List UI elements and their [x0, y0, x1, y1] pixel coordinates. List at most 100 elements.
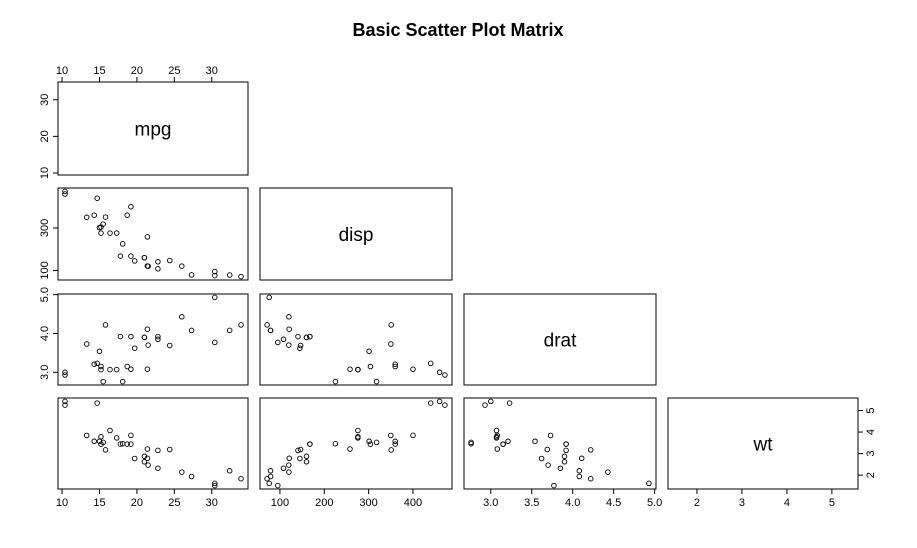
point-wt-vs-disp-16 — [427, 400, 434, 406]
point-wt-vs-mpg-30 — [96, 438, 103, 445]
point-drat-vs-disp-30 — [366, 348, 372, 355]
point-disp-vs-mpg-9 — [128, 253, 134, 259]
point-drat-vs-disp-26 — [286, 314, 292, 320]
point-drat-vs-disp-4 — [392, 363, 398, 370]
point-wt-vs-mpg-31 — [144, 455, 151, 462]
drat-bottom-tick-label-0: 3.0 — [483, 497, 498, 509]
point-wt-vs-drat-10 — [563, 441, 569, 447]
mpg-bottom-tick-label-1: 15 — [93, 497, 105, 509]
point-wt-vs-drat-29 — [538, 455, 545, 462]
point-drat-vs-disp-2 — [280, 336, 287, 343]
point-wt-vs-drat-3 — [494, 446, 501, 452]
point-wt-vs-drat-20 — [545, 462, 551, 468]
panel-drat-vs-drat — [463, 293, 657, 386]
point-disp-vs-mpg-31 — [144, 263, 151, 269]
panel-disp-vs-disp — [259, 187, 453, 281]
panel-wt-vs-drat — [463, 397, 657, 490]
point-drat-vs-mpg-26 — [179, 314, 185, 320]
point-wt-vs-disp-6 — [392, 438, 398, 445]
point-wt-vs-mpg-23 — [83, 432, 90, 439]
point-wt-vs-disp-2 — [280, 465, 287, 471]
point-drat-vs-mpg-11 — [107, 366, 113, 373]
point-wt-vs-mpg-12 — [113, 435, 120, 441]
point-drat-vs-mpg-9 — [128, 333, 134, 340]
point-wt-vs-drat-28 — [587, 447, 594, 453]
point-drat-vs-mpg-21 — [100, 378, 106, 385]
point-wt-vs-drat-6 — [505, 438, 511, 445]
point-wt-vs-drat-0 — [561, 459, 568, 465]
point-wt-vs-drat-19 — [587, 475, 594, 482]
point-wt-vs-disp-26 — [286, 469, 292, 475]
point-wt-vs-disp-17 — [267, 468, 274, 474]
point-wt-vs-disp-20 — [286, 462, 292, 468]
point-wt-vs-disp-11 — [355, 427, 361, 434]
point-disp-vs-mpg-7 — [167, 257, 173, 264]
point-drat-vs-mpg-7 — [167, 342, 173, 349]
point-drat-vs-mpg-28 — [102, 322, 109, 328]
point-wt-vs-drat-7 — [544, 446, 551, 453]
point-wt-vs-drat-2 — [557, 465, 564, 471]
mpg-left-tick-label-0: 10 — [39, 167, 51, 179]
point-wt-vs-drat-15 — [488, 398, 494, 405]
point-wt-vs-drat-14 — [482, 402, 488, 408]
point-wt-vs-drat-18 — [646, 480, 652, 487]
point-drat-vs-disp-22 — [367, 363, 374, 370]
point-drat-vs-disp-27 — [275, 339, 281, 346]
panel-drat-vs-mpg — [57, 293, 249, 386]
point-drat-vs-mpg-18 — [212, 294, 218, 301]
point-wt-vs-drat-11 — [493, 427, 500, 434]
point-drat-vs-disp-20 — [286, 342, 292, 348]
point-wt-vs-disp-18 — [266, 480, 272, 487]
point-drat-vs-mpg-23 — [83, 341, 90, 347]
point-wt-vs-disp-27 — [275, 482, 281, 489]
point-drat-vs-disp-28 — [388, 322, 394, 328]
point-wt-vs-mpg-3 — [144, 446, 151, 452]
point-drat-vs-mpg-25 — [188, 327, 195, 334]
disp-bottom-tick-label-2: 300 — [359, 497, 377, 509]
point-drat-vs-mpg-19 — [238, 322, 244, 328]
point-drat-vs-disp-21 — [373, 378, 380, 385]
point-wt-vs-disp-0 — [303, 459, 310, 465]
point-disp-vs-mpg-26 — [179, 263, 185, 269]
point-drat-vs-disp-16 — [427, 360, 434, 367]
mpg-top-tick-label-3: 25 — [168, 65, 180, 77]
point-wt-vs-mpg-16 — [94, 400, 100, 406]
point-disp-vs-mpg-19 — [238, 273, 244, 280]
point-drat-vs-disp-24 — [410, 366, 416, 372]
point-wt-vs-mpg-29 — [131, 455, 138, 462]
point-disp-vs-mpg-25 — [188, 272, 195, 278]
mpg-bottom-tick-label-0: 10 — [56, 497, 68, 509]
point-wt-vs-disp-13 — [355, 434, 361, 440]
point-disp-vs-mpg-30 — [96, 224, 103, 231]
point-wt-vs-mpg-5 — [119, 440, 126, 447]
point-drat-vs-mpg-29 — [131, 345, 138, 351]
point-drat-vs-mpg-2 — [155, 336, 161, 343]
point-wt-vs-disp-1 — [303, 453, 310, 460]
panel-disp-vs-mpg — [57, 187, 249, 281]
point-drat-vs-mpg-13 — [98, 366, 104, 373]
point-drat-vs-disp-10 — [307, 333, 313, 340]
disp-bottom-tick-label-0: 100 — [271, 497, 289, 509]
point-wt-vs-mpg-7 — [167, 446, 173, 453]
panel-drat-vs-disp — [259, 293, 453, 386]
point-wt-vs-disp-30 — [366, 438, 372, 445]
panel-wt-vs-mpg — [57, 397, 249, 490]
chart-title: Basic Scatter Plot Matrix — [352, 20, 563, 40]
drat-left-tick-label-2: 5.0 — [39, 287, 51, 302]
diagonal-label-disp: disp — [339, 225, 374, 246]
point-wt-vs-drat-16 — [506, 400, 513, 406]
point-wt-vs-disp-10 — [307, 441, 313, 447]
point-wt-vs-mpg-20 — [145, 462, 151, 468]
point-drat-vs-mpg-5 — [119, 378, 126, 385]
point-wt-vs-disp-21 — [373, 439, 380, 446]
point-drat-vs-mpg-10 — [117, 333, 124, 340]
point-disp-vs-mpg-8 — [155, 259, 161, 265]
point-disp-vs-mpg-18 — [212, 272, 218, 279]
point-disp-vs-mpg-6 — [91, 212, 97, 218]
disp-left-tick-label-0: 100 — [39, 261, 51, 279]
point-drat-vs-mpg-8 — [155, 333, 161, 340]
diagonal-label-wt: wt — [753, 435, 774, 456]
point-wt-vs-mpg-6 — [91, 438, 97, 445]
point-disp-vs-mpg-29 — [131, 258, 138, 264]
